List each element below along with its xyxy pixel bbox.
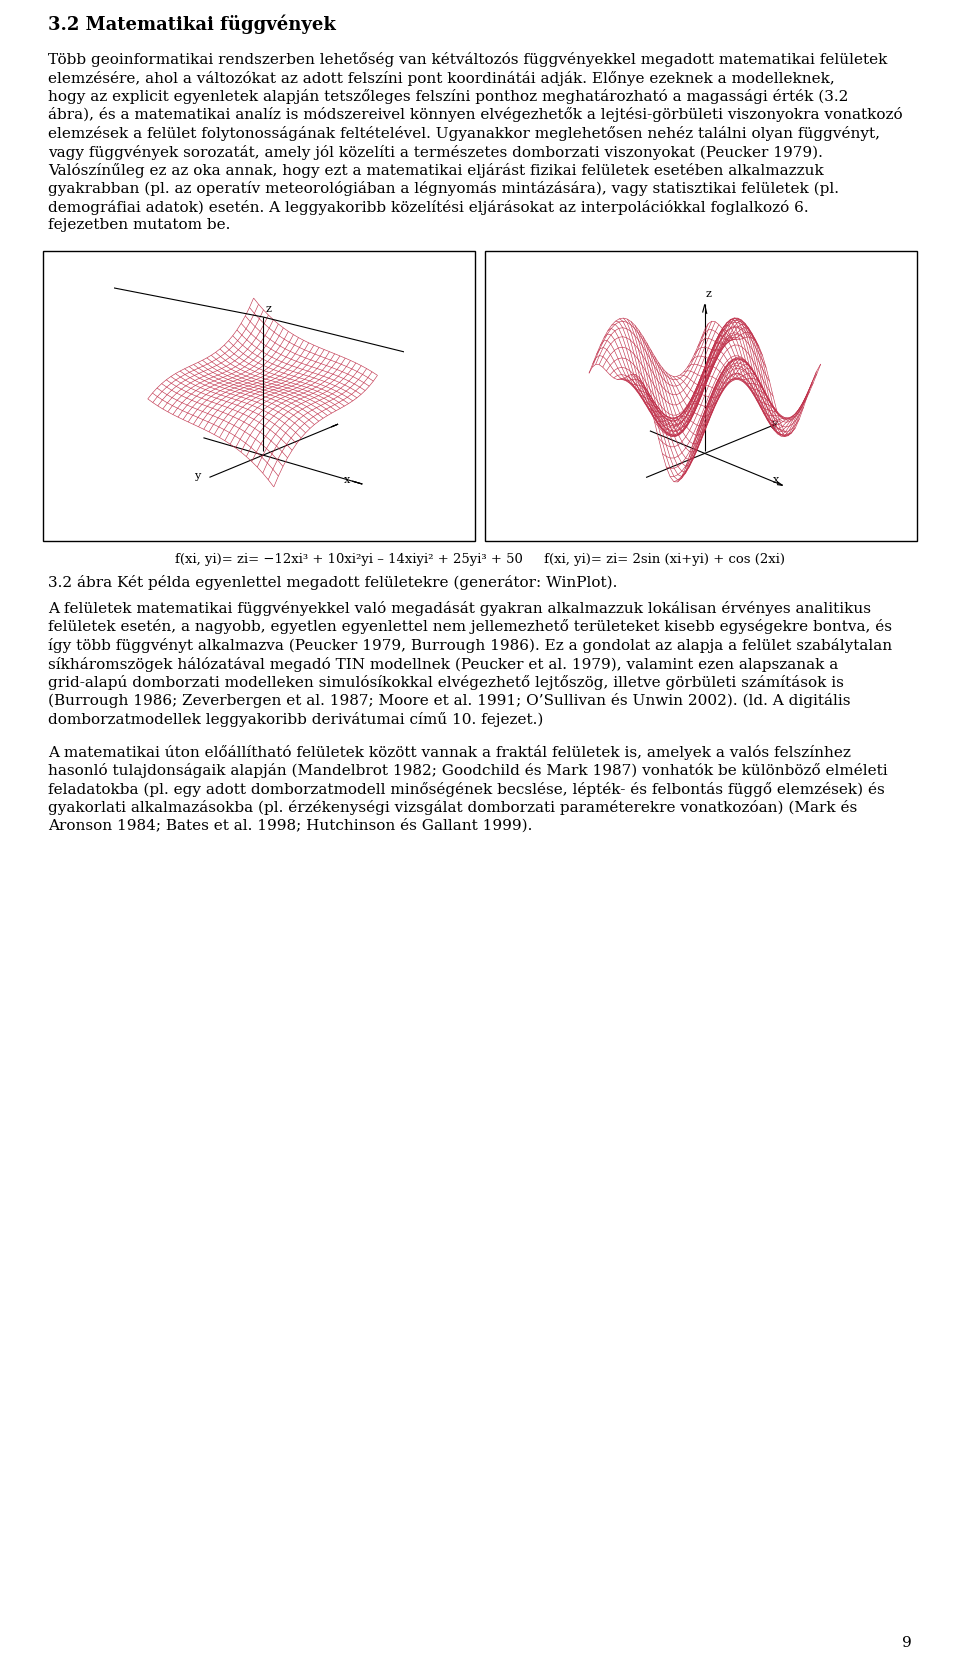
Text: (Burrough 1986; Zeverbergen et al. 1987; Moore et al. 1991; O’Sullivan és Unwin : (Burrough 1986; Zeverbergen et al. 1987;… xyxy=(48,694,851,709)
Text: fejezetben mutatom be.: fejezetben mutatom be. xyxy=(48,219,230,232)
Text: felületek esetén, a nagyobb, egyetlen egyenlettel nem jellemezhető területeket k: felületek esetén, a nagyobb, egyetlen eg… xyxy=(48,619,892,634)
Text: gyakorlati alkalmazásokba (pl. érzékenységi vizsgálat domborzati paraméterekre v: gyakorlati alkalmazásokba (pl. érzékenys… xyxy=(48,799,857,814)
Text: hasonló tulajdonságaik alapján (Mandelbrot 1982; Goodchild és Mark 1987) vonható: hasonló tulajdonságaik alapján (Mandelbr… xyxy=(48,763,888,778)
Text: f(xi, yi)= zi= −12xi³ + 10xi²yi – 14xiyi² + 25yi³ + 50     f(xi, yi)= zi= 2sin (: f(xi, yi)= zi= −12xi³ + 10xi²yi – 14xiyi… xyxy=(175,552,785,566)
Text: feladatokba (pl. egy adott domborzatmodell minőségének becslése, lépték- és felb: feladatokba (pl. egy adott domborzatmode… xyxy=(48,781,885,796)
Text: domborzatmodellek leggyakoribb derivátumai című 10. fejezet.): domborzatmodellek leggyakoribb derivátum… xyxy=(48,713,543,728)
Text: hogy az explicit egyenletek alapján tetszőleges felszíni ponthoz meghatározható : hogy az explicit egyenletek alapján tets… xyxy=(48,88,849,103)
Text: A matematikai úton előállítható felületek között vannak a fraktál felületek is, : A matematikai úton előállítható felülete… xyxy=(48,744,851,759)
Text: A felületek matematikai függvényekkel való megadását gyakran alkalmazzuk lokális: A felületek matematikai függvényekkel va… xyxy=(48,601,871,616)
Text: elemzések a felület folytonosságának feltételével. Ugyanakkor meglehetősen nehéz: elemzések a felület folytonosságának fel… xyxy=(48,125,880,140)
Text: grid-alapú domborzati modelleken simulósíkokkal elvégezhető lejtőszög, illetve g: grid-alapú domborzati modelleken simulós… xyxy=(48,674,844,689)
Text: demográfiai adatok) esetén. A leggyakoribb közelítési eljárásokat az interpoláci: demográfiai adatok) esetén. A leggyakori… xyxy=(48,200,808,215)
Text: így több függvényt alkalmazva (Peucker 1979, Burrough 1986). Ez a gondolat az al: így több függvényt alkalmazva (Peucker 1… xyxy=(48,638,892,653)
Text: Aronson 1984; Bates et al. 1998; Hutchinson és Gallant 1999).: Aronson 1984; Bates et al. 1998; Hutchin… xyxy=(48,818,533,833)
Text: 3.2 ábra Két példa egyenlettel megadott felületekre (generátor: WinPlot).: 3.2 ábra Két példa egyenlettel megadott … xyxy=(48,576,617,591)
Text: 9: 9 xyxy=(902,1636,912,1651)
Text: síkháromszögek hálózatával megadó TIN modellnek (Peucker et al. 1979), valamint : síkháromszögek hálózatával megadó TIN mo… xyxy=(48,656,838,671)
Text: Több geoinformatikai rendszerben lehetőség van kétváltozós függvényekkel megadot: Több geoinformatikai rendszerben lehetős… xyxy=(48,52,887,67)
Text: 3.2 Matematikai függvények: 3.2 Matematikai függvények xyxy=(48,13,336,33)
Text: Valószínűleg ez az oka annak, hogy ezt a matematikai eljárást fizikai felületek : Valószínűleg ez az oka annak, hogy ezt a… xyxy=(48,164,824,179)
Text: vagy függvények sorozatát, amely jól közelíti a természetes domborzati viszonyok: vagy függvények sorozatát, amely jól köz… xyxy=(48,145,823,160)
Text: elemzésére, ahol a változókat az adott felszíni pont koordinátái adják. Előnye e: elemzésére, ahol a változókat az adott f… xyxy=(48,70,835,85)
Text: gyakrabban (pl. az operatív meteorológiában a légnyomás mintázására), vagy stati: gyakrabban (pl. az operatív meteorológiá… xyxy=(48,182,839,197)
Text: ábra), és a matematikai analíz is módszereivel könnyen elvégezhetők a lejtési-gö: ábra), és a matematikai analíz is módsze… xyxy=(48,107,902,122)
